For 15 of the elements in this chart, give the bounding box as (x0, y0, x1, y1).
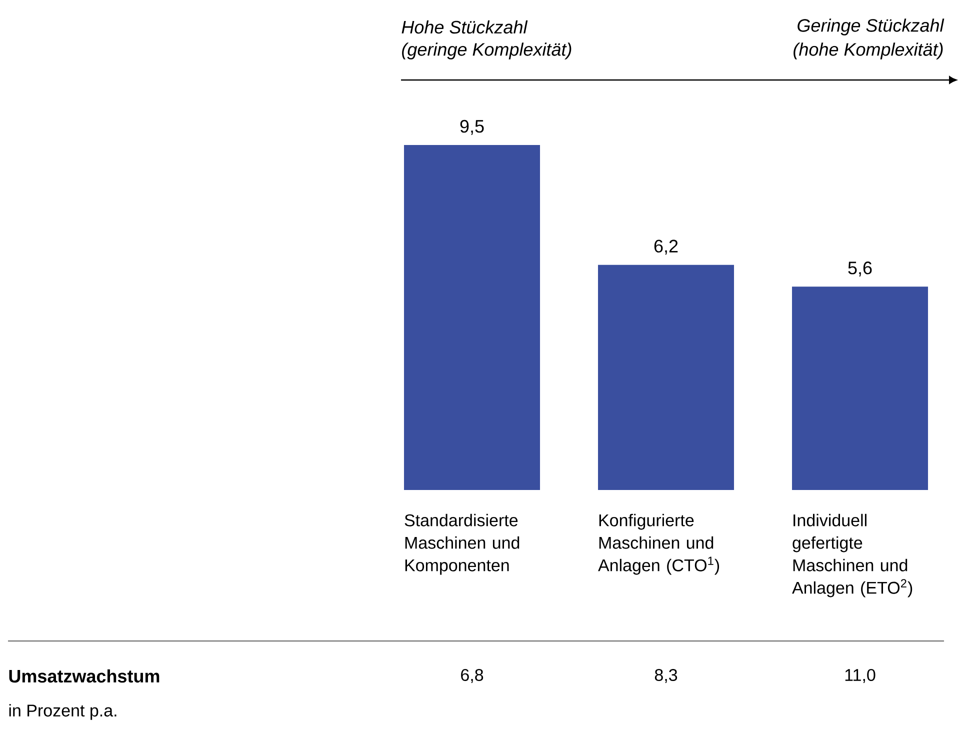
x-tick-label: Individuell gefertigte Maschinen und Anlagen (ETO$^{2}$) (792, 514, 912, 598)
text: Hohe Stückzahl (402, 20, 528, 34)
text: (hohe Komplexität) (794, 42, 943, 60)
data-label: 6,2 (654, 240, 678, 255)
text: 8,3 (654, 668, 678, 684)
x-tick-label: Standardisierte Maschinen und Komponenten (404, 514, 520, 575)
text: in Prozent p.a. (9, 704, 116, 720)
text: 6,8 (461, 668, 484, 684)
data-label: 5,6 (848, 262, 872, 276)
text: Umsatzwachstum (9, 669, 160, 683)
text: Geringe Stückzahl (798, 18, 944, 36)
text: (geringe Komplexität) (402, 42, 572, 60)
data-label: 9,5 (460, 120, 484, 135)
x-tick-label: Konfigurierte Maschinen und Anlagen (CTO$^{1}$) (598, 514, 720, 575)
text: 11,0 (845, 668, 876, 684)
